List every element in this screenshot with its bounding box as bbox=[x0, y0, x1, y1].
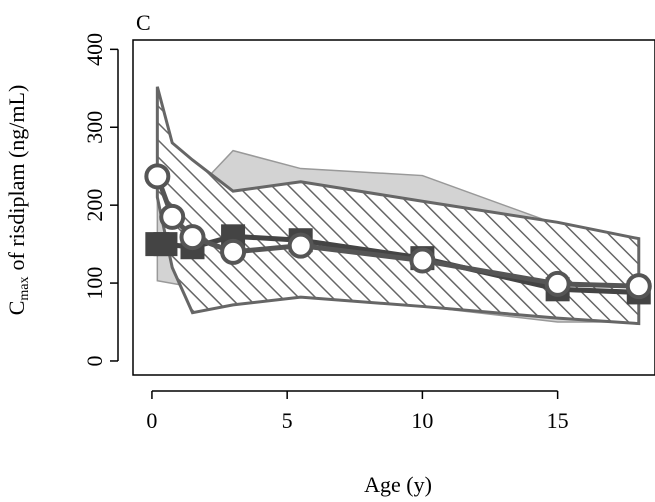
square-marker bbox=[153, 232, 178, 257]
x-tick-label: 5 bbox=[282, 408, 293, 433]
circle-marker bbox=[179, 224, 206, 251]
x-tick-label: 0 bbox=[146, 408, 157, 433]
x-axis-label: Age (y) bbox=[364, 472, 432, 497]
x-tick-label: 15 bbox=[547, 408, 569, 433]
y-tick-label: 100 bbox=[82, 267, 107, 300]
hatched-band bbox=[155, 86, 641, 326]
panel-label: C bbox=[136, 10, 151, 35]
circle-marker bbox=[409, 247, 436, 274]
circle-marker bbox=[287, 232, 314, 259]
circle-marker bbox=[144, 163, 171, 190]
circle-marker bbox=[625, 273, 652, 300]
x-tick-label: 10 bbox=[411, 408, 433, 433]
y-tick-label: 300 bbox=[82, 111, 107, 144]
y-axis-label: Cmaxof risdiplam (ng/mL) bbox=[4, 85, 32, 316]
y-tick-label: 0 bbox=[82, 355, 107, 366]
y-tick-label: 200 bbox=[82, 189, 107, 222]
circle-marker bbox=[544, 270, 571, 297]
circle-marker bbox=[159, 203, 186, 230]
plot-frame bbox=[132, 39, 655, 376]
circle-marker bbox=[220, 238, 247, 265]
y-tick-label: 400 bbox=[82, 33, 107, 66]
